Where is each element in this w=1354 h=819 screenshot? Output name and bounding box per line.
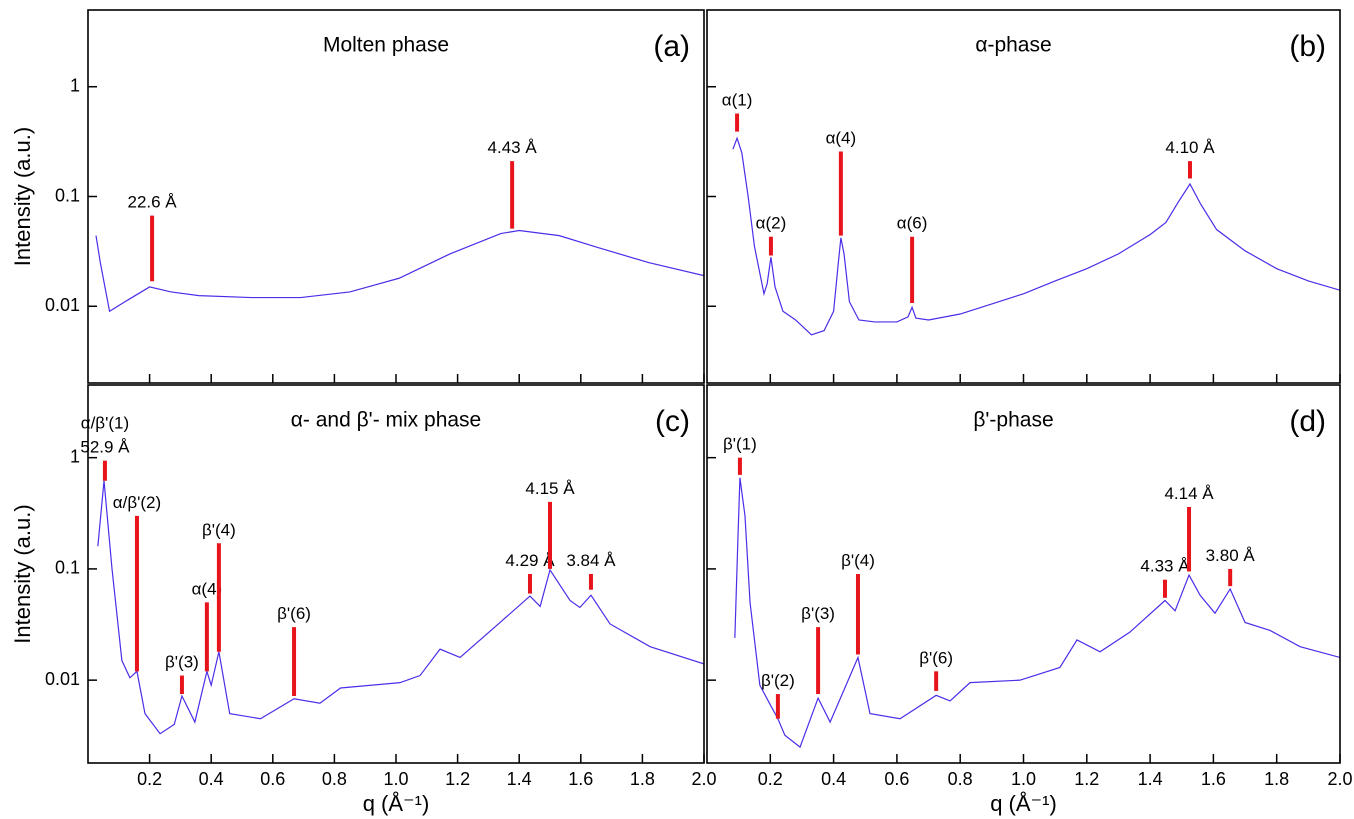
peak-label: α(1) (722, 91, 753, 110)
peak-label: α(6) (897, 214, 928, 233)
x-tick-label: 0.2 (137, 769, 162, 789)
peak-label: 4.29 Å (505, 551, 555, 570)
y-tick-label: 0.01 (45, 669, 80, 689)
panel-label: (d) (1289, 405, 1326, 438)
x-axis-label: q (Å⁻¹) (363, 791, 430, 816)
x-tick-label: 0.4 (199, 769, 224, 789)
x-tick-label: 1.4 (507, 769, 532, 789)
peak-label: β'(4) (841, 551, 875, 570)
panel-title: α- and β'- mix phase (291, 409, 481, 432)
peak-label: α(4) (826, 129, 857, 148)
y-axis-label: Intensity (a.u.) (10, 127, 35, 266)
plot-frame (87, 9, 705, 384)
x-tick-label: 0.8 (322, 769, 347, 789)
y-tick-label: 0.1 (55, 558, 80, 578)
peak-label: 22.6 Å (127, 193, 177, 212)
peak-label: α/β'(2) (113, 493, 161, 512)
x-tick-label: 0.2 (758, 769, 783, 789)
intensity-line (95, 229, 704, 313)
peak-label: 4.15 Å (525, 479, 575, 498)
peak-label: α/β'(1) (81, 414, 129, 433)
panel-title: Molten phase (323, 34, 449, 57)
x-tick-label: 1.8 (1264, 769, 1289, 789)
peak-label: β'(3) (801, 604, 835, 623)
x-tick-label: 0.6 (260, 769, 285, 789)
y-tick-label: 1 (70, 75, 80, 95)
x-tick-label: 1.6 (568, 769, 593, 789)
panel-title: α-phase (975, 34, 1051, 57)
x-tick-label: 1.0 (383, 769, 408, 789)
peak-label: 4.10 Å (1165, 138, 1215, 157)
peak-label: 52.9 Å (80, 438, 130, 457)
panel-label: (b) (1289, 30, 1326, 63)
y-axis-label: Intensity (a.u.) (10, 504, 35, 643)
peak-label: 3.84 Å (566, 551, 616, 570)
y-tick-label: 1 (70, 446, 80, 466)
peak-label: β'(6) (277, 604, 311, 623)
peak-label: α(4) (192, 579, 223, 598)
panel-title: β'-phase (973, 409, 1053, 432)
panel: α(1) α(2) α(4) α(6) 4.10 Å α-phase (b) (706, 9, 1341, 384)
peak-label: 4.33 Å (1140, 557, 1190, 576)
y-tick-label: 0.1 (55, 185, 80, 205)
plot-frame (87, 384, 705, 764)
intensity-line (97, 480, 704, 735)
peak-label: 3.80 Å (1206, 546, 1256, 565)
x-tick-label: 1.4 (1138, 769, 1163, 789)
panel: 0.2 0.4 0.6 0.8 1.0 1.2 1.4 1.6 1.8 2.0 β'(1) β'(2)… (706, 384, 1353, 816)
x-tick-label: 1.6 (1201, 769, 1226, 789)
peak-label: β'(4) (202, 520, 236, 539)
intensity-line (732, 136, 1340, 336)
x-tick-label: 2.0 (691, 769, 716, 789)
plot-frame (706, 9, 1341, 384)
peak-label: α(2) (756, 214, 787, 233)
panel-label: (c) (655, 405, 690, 438)
peak-label: 4.43 Å (488, 138, 538, 157)
peak-label: β'(3) (165, 653, 199, 672)
x-tick-label: 1.8 (630, 769, 655, 789)
y-tick-label: 0.01 (45, 295, 80, 315)
x-tick-label: 0.4 (821, 769, 846, 789)
panel-label: (a) (653, 30, 690, 63)
plot-frame (706, 384, 1341, 764)
peak-label: β'(6) (919, 648, 953, 667)
x-tick-label: 0.8 (948, 769, 973, 789)
x-tick-label: 1.2 (1074, 769, 1099, 789)
x-axis-label: q (Å⁻¹) (990, 791, 1057, 816)
peak-label: 4.14 Å (1164, 484, 1214, 503)
peak-label: β'(2) (761, 671, 795, 690)
panel: 0.01 0.1 1 22.6 Å 4.43 Å Molten phase (a) Inten… (10, 9, 705, 384)
x-tick-label: 1.0 (1011, 769, 1036, 789)
panel: 0.01 0.1 1 0.2 0.4 0.6 0.8 1.0 1.2 1.4 1.6 1.8 2.0 α/… (10, 384, 717, 816)
x-tick-label: 0.6 (884, 769, 909, 789)
intensity-line (734, 477, 1340, 749)
x-tick-label: 2.0 (1327, 769, 1352, 789)
x-tick-label: 1.2 (445, 769, 470, 789)
peak-label: β'(1) (723, 435, 757, 454)
